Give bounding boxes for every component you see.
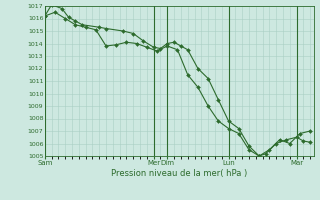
X-axis label: Pression niveau de la mer( hPa ): Pression niveau de la mer( hPa ) [111, 169, 247, 178]
